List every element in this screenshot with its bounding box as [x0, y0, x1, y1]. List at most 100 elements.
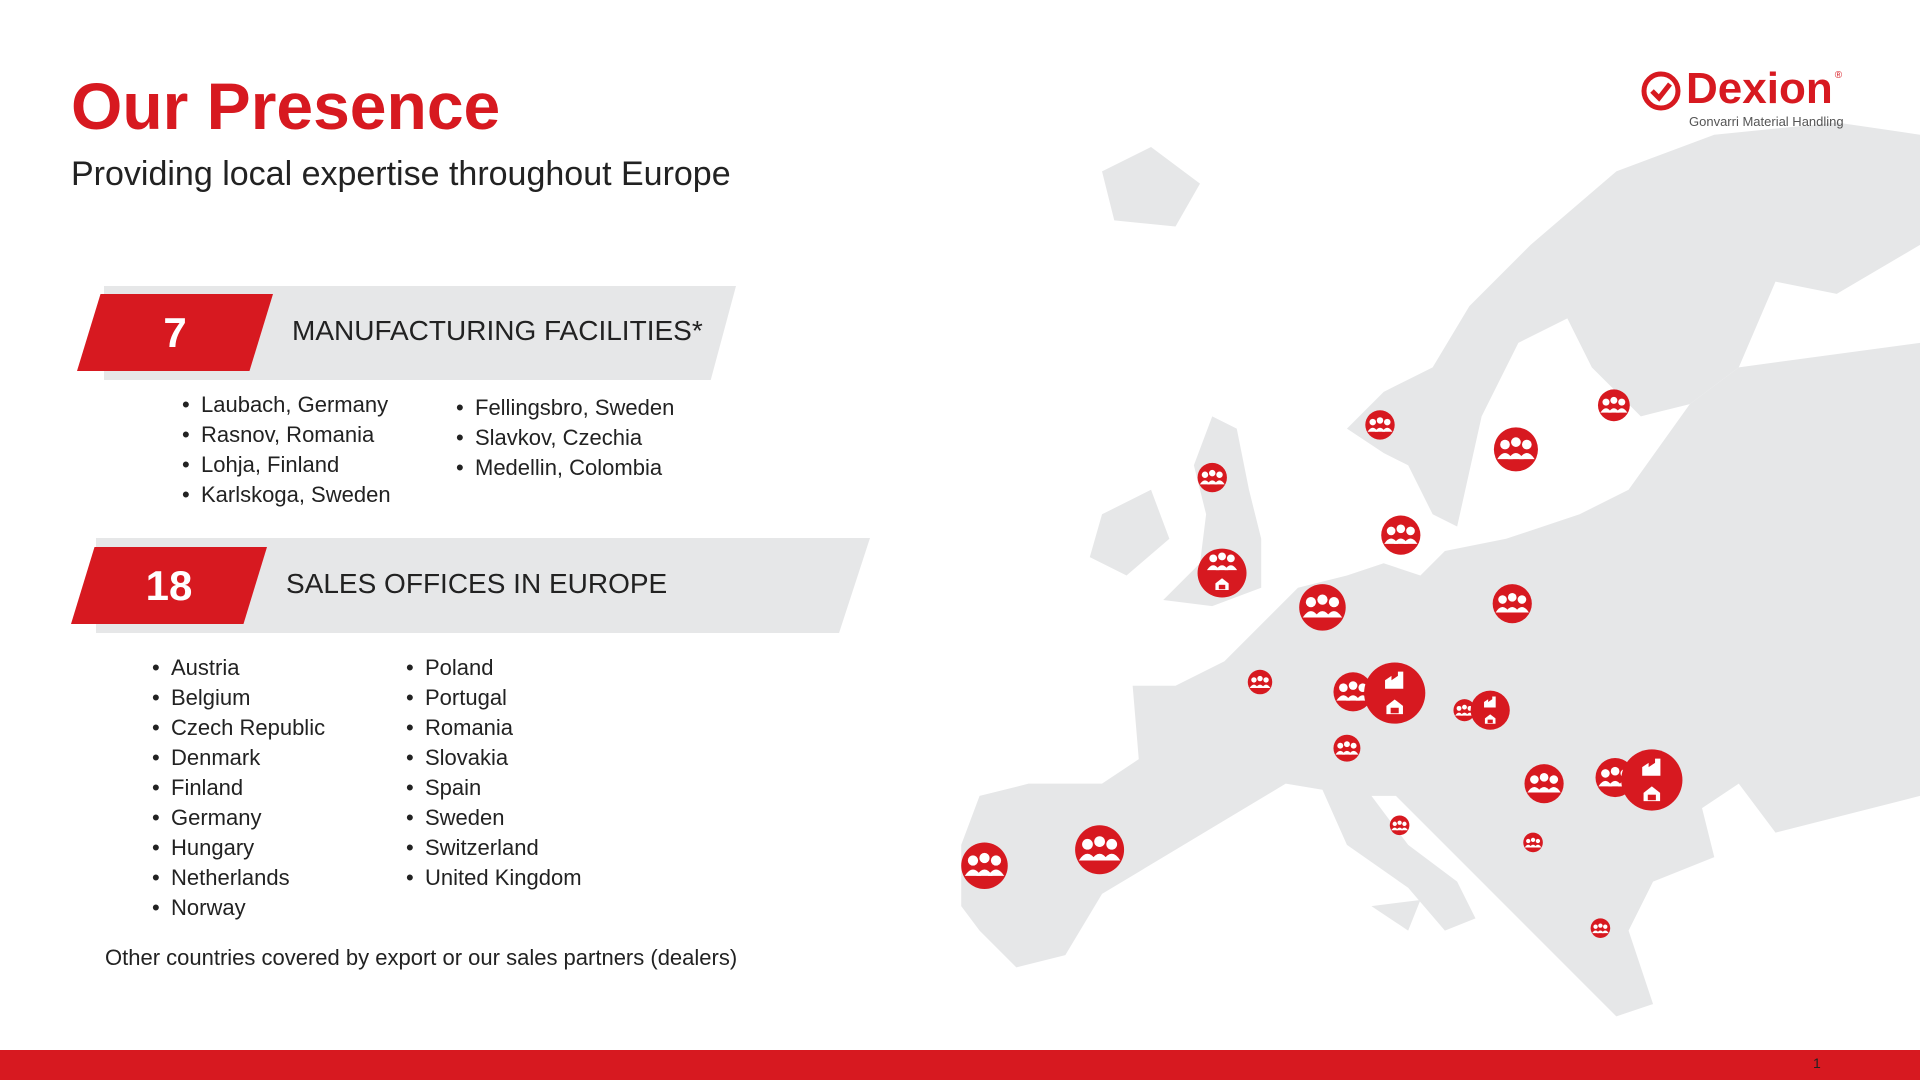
people-icon [1600, 396, 1628, 413]
people-icon [1524, 837, 1542, 848]
list-item: Fellingsbro, Sweden [456, 395, 674, 421]
footnote: Other countries covered by export or our… [105, 945, 738, 970]
list-item: United Kingdom [406, 865, 581, 891]
page-number: 1 [1813, 1055, 1821, 1071]
facility-marker[interactable] [1197, 548, 1247, 598]
marker-circle [1299, 584, 1346, 631]
list-item: Medellin, Colombia [456, 455, 662, 481]
sales-count: 18 [71, 547, 267, 624]
sales-office-marker[interactable] [1524, 764, 1564, 804]
marker-circle [1524, 764, 1564, 804]
page-subtitle: Providing local expertise throughout Eur… [71, 155, 731, 193]
people-icon [1497, 437, 1535, 460]
list-item: Spain [406, 775, 481, 801]
people-icon [1249, 675, 1271, 688]
sales-office-marker[interactable] [1493, 427, 1538, 472]
facility-marker[interactable] [1470, 690, 1510, 730]
marker-circle [1333, 734, 1361, 762]
map-scandinavia [1346, 122, 1920, 527]
sales-office-marker[interactable] [1389, 815, 1410, 836]
marker-circle [1247, 669, 1273, 695]
factory-icon [1642, 758, 1661, 776]
people-icon [1302, 594, 1343, 618]
list-item: Netherlands [152, 865, 290, 891]
people-icon [1367, 417, 1393, 432]
footer-bar [0, 1050, 1920, 1080]
sales-office-marker[interactable] [1333, 672, 1373, 712]
list-item: Denmark [152, 745, 260, 771]
sales-office-marker[interactable] [1492, 584, 1532, 624]
marker-circle [1621, 749, 1683, 811]
map-iceland [1102, 146, 1200, 227]
warehouse-icon [1484, 714, 1496, 724]
facility-marker[interactable] [1364, 662, 1426, 724]
list-item: Poland [406, 655, 493, 681]
map-ireland [1089, 489, 1170, 576]
logo-tagline: Gonvarri Material Handling [1689, 114, 1844, 129]
people-icon [1384, 524, 1418, 544]
people-icon [1199, 469, 1225, 485]
dexion-logo: Dexion ® Gonvarri Material Handling [1640, 64, 1844, 130]
sales-office-marker[interactable] [1299, 584, 1346, 631]
sales-office-marker[interactable] [1333, 734, 1361, 762]
sales-office-marker[interactable] [1197, 462, 1227, 493]
checkmark-logo-icon [1641, 71, 1681, 111]
list-item: Hungary [152, 835, 254, 861]
marker-circle [1492, 584, 1532, 624]
map-mainland [961, 342, 1920, 1017]
list-item: Sweden [406, 805, 504, 831]
marker-circle [1381, 515, 1421, 555]
list-item: Finland [152, 775, 243, 801]
marker-circle [1197, 548, 1247, 598]
marker-circle [1365, 410, 1395, 440]
list-item: Norway [152, 895, 245, 921]
marker-circle [1493, 427, 1538, 472]
marker-circle [1453, 699, 1476, 722]
people-icon [1592, 923, 1609, 934]
marker-circle [1197, 462, 1227, 493]
sales-office-marker[interactable] [961, 842, 1008, 889]
list-item: Slavkov, Czechia [456, 425, 642, 451]
people-icon [1391, 820, 1408, 831]
marker-circle [1470, 690, 1510, 730]
logo-registered: ® [1834, 70, 1843, 81]
list-item: Portugal [406, 685, 507, 711]
factory-icon [1484, 696, 1496, 708]
people-icon [1335, 741, 1359, 755]
marker-circle [1389, 815, 1410, 836]
marker-circle [1523, 832, 1543, 853]
marker-circle [1597, 389, 1630, 422]
people-icon [1495, 593, 1529, 613]
people-icon [1078, 836, 1121, 861]
marker-circle [1075, 825, 1125, 875]
list-item: Belgium [152, 685, 251, 711]
manufacturing-label: MANUFACTURING FACILITIES* [292, 315, 703, 346]
page-title: Our Presence [71, 69, 501, 143]
manufacturing-count: 7 [77, 294, 273, 371]
facility-marker[interactable] [1621, 749, 1683, 811]
people-icon [964, 852, 1005, 876]
sales-office-marker[interactable] [1523, 832, 1543, 853]
marker-circle [961, 842, 1008, 889]
logo-brand: Dexion [1686, 64, 1833, 113]
sales-office-marker[interactable] [1590, 918, 1611, 938]
sales-office-marker[interactable] [1247, 669, 1273, 695]
list-item: Lohja, Finland [182, 452, 339, 478]
people-icon [1527, 773, 1561, 793]
marker-circle [1364, 662, 1426, 724]
list-item: Karlskoga, Sweden [182, 482, 391, 508]
sales-office-marker[interactable] [1365, 410, 1395, 440]
list-item: Rasnov, Romania [182, 422, 374, 448]
list-item: Germany [152, 805, 262, 831]
sales-office-marker[interactable] [1381, 515, 1421, 555]
marker-circle [1333, 672, 1373, 712]
warehouse-icon [1215, 578, 1229, 590]
list-item: Czech Republic [152, 715, 325, 741]
list-item: Slovakia [406, 745, 508, 771]
list-item: Austria [152, 655, 240, 681]
sales-office-marker[interactable] [1597, 389, 1630, 422]
warehouse-icon [1643, 786, 1661, 802]
sales-office-marker[interactable] [1075, 825, 1125, 875]
list-item: Switzerland [406, 835, 539, 861]
